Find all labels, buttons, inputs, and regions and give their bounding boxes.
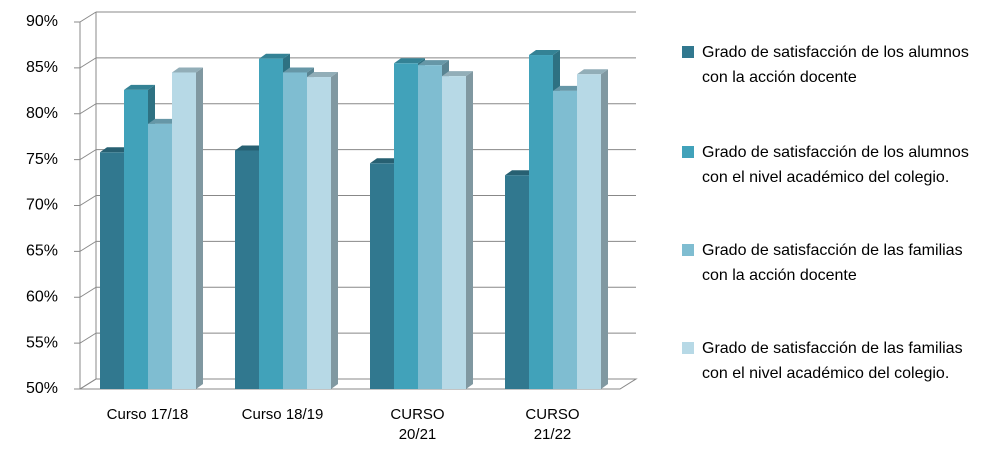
bar-top	[172, 67, 203, 73]
bar-side	[466, 71, 473, 389]
y-tick-label: 75%	[26, 151, 58, 168]
y-tick-label: 60%	[26, 288, 58, 305]
bar-top	[442, 71, 473, 77]
bar	[124, 89, 148, 390]
grid-line	[79, 11, 97, 23]
bar	[148, 123, 172, 389]
bar	[283, 72, 307, 390]
bar	[418, 65, 442, 389]
grid-line	[79, 286, 97, 298]
grid-line	[79, 240, 97, 252]
bar	[172, 72, 196, 390]
bar-top	[100, 147, 131, 153]
bar	[553, 90, 577, 389]
bar-top	[505, 170, 536, 176]
legend-item: Grado de satisfacción de las familias co…	[682, 336, 982, 386]
legend-swatch	[682, 146, 694, 158]
grid-line	[79, 57, 97, 69]
y-tick-label: 50%	[26, 380, 58, 397]
legend-swatch	[682, 342, 694, 354]
y-tick-label: 65%	[26, 243, 58, 260]
bar	[235, 150, 259, 389]
y-tick-label: 80%	[26, 105, 58, 122]
x-tick-label: Curso 18/19	[241, 406, 324, 423]
legend-swatch	[682, 46, 694, 58]
y-tick-label: 70%	[26, 197, 58, 214]
bar-top	[529, 50, 560, 56]
grid-line	[79, 103, 97, 115]
bar	[370, 163, 394, 389]
legend-item: Grado de satisfacción de los alumnos con…	[682, 40, 982, 90]
bar	[529, 55, 553, 389]
bar	[259, 58, 283, 389]
x-tick-label: CURSO 20/21	[390, 406, 445, 443]
x-tick-label: CURSO 21/22	[525, 406, 580, 443]
legend-item: Grado de satisfacción de los alumnos con…	[682, 140, 982, 190]
grid-line	[79, 149, 97, 161]
grid-line	[79, 195, 97, 206]
bar-top	[577, 69, 608, 75]
bar-top	[235, 145, 266, 151]
bar-top	[148, 118, 179, 124]
bar-top	[124, 84, 155, 90]
bar	[100, 152, 124, 389]
bar-side	[331, 72, 338, 390]
bar	[442, 76, 466, 389]
y-tick-label: 85%	[26, 59, 58, 76]
bar-top	[283, 67, 314, 73]
bar-top	[418, 60, 449, 66]
grid-line	[79, 378, 97, 390]
bar	[307, 77, 331, 390]
legend-item: Grado de satisfacción de las familias co…	[682, 238, 982, 288]
bar	[577, 74, 601, 390]
bar-top	[394, 58, 425, 64]
bar	[394, 63, 418, 389]
legend-label: Grado de satisfacción de las familias co…	[702, 340, 963, 382]
bar-side	[196, 67, 203, 390]
legend-label: Grado de satisfacción de los alumnos con…	[702, 44, 969, 86]
legend-label: Grado de satisfacción de los alumnos con…	[702, 144, 969, 186]
grid-line	[79, 332, 97, 344]
bar	[505, 175, 529, 389]
bar-top	[259, 53, 290, 59]
legend-swatch	[682, 244, 694, 256]
bar-top	[307, 72, 338, 78]
bar-top	[370, 158, 401, 164]
y-tick-label: 55%	[26, 334, 58, 351]
y-tick-label: 90%	[26, 13, 58, 30]
legend-label: Grado de satisfacción de las familias co…	[702, 242, 963, 284]
bar-top	[553, 85, 584, 91]
x-tick-label: Curso 17/18	[106, 406, 189, 423]
bar-side	[601, 69, 608, 390]
